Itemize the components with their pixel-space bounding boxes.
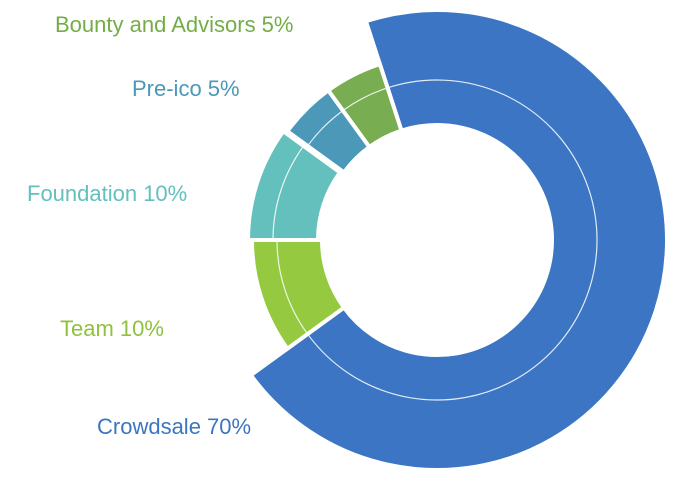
slice-crowdsale <box>248 8 669 472</box>
inner-ring-line-pre-ico <box>307 110 343 146</box>
label-bounty-and-advisors: Bounty and Advisors 5% <box>55 12 294 37</box>
inner-ring-line-bounty-and-advisors <box>343 87 387 111</box>
label-crowdsale: Crowdsale 70% <box>97 414 252 439</box>
label-foundation: Foundation 10% <box>27 181 188 206</box>
inner-ring-line-crowdsale <box>307 79 598 401</box>
label-team: Team 10% <box>60 316 164 341</box>
inner-ring-line-team <box>276 241 308 334</box>
inner-ring-line-foundation <box>272 146 304 239</box>
label-pre-ico: Pre-ico 5% <box>132 76 240 101</box>
slice-bounty-and-advisors <box>325 61 404 150</box>
slice-foundation <box>245 128 343 242</box>
